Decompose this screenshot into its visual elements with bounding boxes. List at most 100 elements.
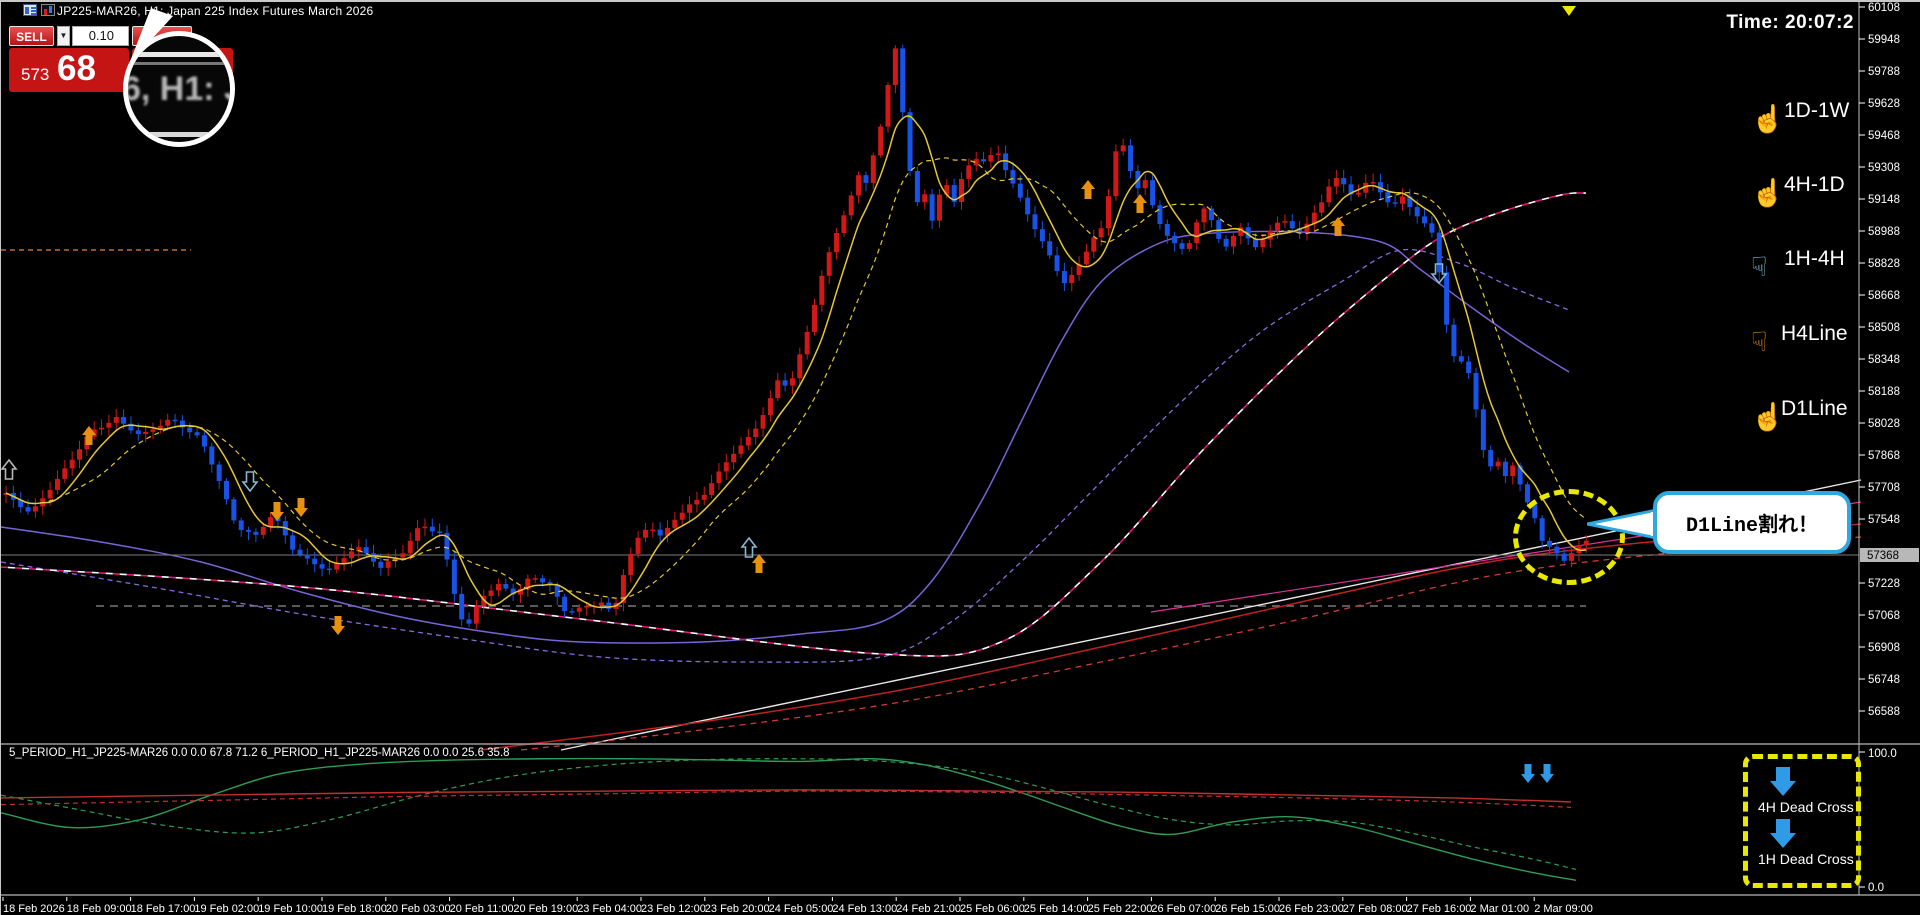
candle-body bbox=[444, 533, 450, 560]
price-tick-label: 56908 bbox=[1868, 642, 1900, 654]
price-tick-label: 59788 bbox=[1868, 66, 1900, 78]
arrow-down-marker bbox=[331, 616, 345, 635]
candle-body bbox=[459, 593, 465, 620]
candle-body bbox=[1098, 228, 1104, 238]
candle-body bbox=[642, 529, 648, 538]
candle-body bbox=[437, 531, 443, 534]
candle-body bbox=[1458, 356, 1464, 362]
sell-price-panel[interactable]: 573 68 bbox=[9, 48, 129, 92]
sell-button[interactable]: SELL bbox=[9, 26, 54, 46]
hand-up-icon: ☝ bbox=[1751, 178, 1785, 208]
candle-body bbox=[473, 606, 479, 624]
candle-body bbox=[907, 112, 913, 172]
candle-body bbox=[1061, 271, 1067, 284]
candle-body bbox=[304, 554, 310, 559]
magnifier-circle[interactable]: 6, H1: J bbox=[123, 31, 235, 147]
candle-body bbox=[1355, 192, 1361, 195]
price-tick-label: 57548 bbox=[1868, 514, 1900, 526]
candle-body bbox=[584, 605, 590, 608]
current-price-label: 57368 bbox=[1867, 550, 1899, 562]
callout-bubble[interactable]: D1Line割れ！ bbox=[1653, 491, 1851, 554]
candle-body bbox=[1524, 484, 1530, 503]
candle-body bbox=[1142, 180, 1148, 189]
price-tick-label: 56588 bbox=[1868, 706, 1900, 718]
volume-input[interactable]: 0.10 bbox=[72, 26, 129, 46]
candle-body bbox=[1267, 230, 1273, 240]
candle-body bbox=[495, 584, 501, 591]
candle-body bbox=[165, 419, 171, 426]
indicator-scale-bottom: 0.0 bbox=[1868, 882, 1884, 894]
hand-up-icon: ☝ bbox=[1751, 104, 1785, 134]
candle-body bbox=[745, 436, 751, 446]
candle-body bbox=[143, 431, 149, 435]
timeframe-label: H4Line bbox=[1781, 322, 1848, 345]
candle-body bbox=[224, 481, 229, 500]
arrow-down-marker bbox=[294, 498, 308, 517]
candle-body bbox=[231, 499, 237, 521]
candle-body bbox=[157, 425, 163, 430]
time-tick-label: 27 Feb 08:00 bbox=[1343, 903, 1408, 915]
price-tick-label: 56748 bbox=[1868, 674, 1900, 686]
candle-body bbox=[944, 185, 950, 195]
candle-body bbox=[826, 252, 832, 276]
candle-body bbox=[1319, 202, 1325, 213]
candle-body bbox=[1326, 186, 1332, 203]
candle-body bbox=[378, 561, 384, 568]
candle-body bbox=[1517, 465, 1523, 485]
candle-body bbox=[1003, 153, 1009, 171]
indicator-window-label: 5_PERIOD_H1_JP225-MAR26 0.0 0.0 67.8 71.… bbox=[9, 747, 510, 759]
candle-body bbox=[1083, 251, 1089, 265]
time-tick-label: 26 Feb 15:00 bbox=[1215, 903, 1280, 915]
candle-body bbox=[981, 159, 987, 162]
time-tick-label: 23 Feb 20:00 bbox=[705, 903, 770, 915]
hand-up-icon: ☝ bbox=[1751, 402, 1785, 432]
time-tick-label: 19 Feb 02:00 bbox=[194, 903, 259, 915]
price-axis[interactable]: 60108 59948 59788 59628 59468 59308 59148 58988… bbox=[1859, 2, 1919, 718]
time-tick-label: 19 Feb 10:00 bbox=[258, 903, 323, 915]
candle-body bbox=[547, 582, 553, 585]
arrow-up-marker bbox=[740, 536, 758, 558]
candle-body bbox=[1289, 221, 1295, 229]
candle-body bbox=[429, 526, 435, 532]
price-tick-label: 58028 bbox=[1868, 418, 1900, 430]
time-tick-label: 24 Feb 05:00 bbox=[769, 903, 834, 915]
candle-body bbox=[834, 232, 840, 253]
candle-body bbox=[326, 568, 332, 571]
candle-body bbox=[1010, 170, 1016, 184]
candle-body bbox=[481, 595, 487, 607]
triangle-down-marker bbox=[1562, 6, 1576, 16]
candle-body bbox=[665, 527, 670, 536]
candle-body bbox=[62, 468, 68, 479]
candle-body bbox=[1436, 232, 1442, 273]
price-tick-label: 57708 bbox=[1868, 482, 1900, 494]
candle-body bbox=[789, 378, 795, 386]
candle-body bbox=[209, 446, 215, 465]
highlight-circle[interactable] bbox=[1513, 489, 1625, 585]
dead-cross-box[interactable]: 4H Dead Cross 1H Dead Cross bbox=[1743, 754, 1861, 888]
arrow-up-marker bbox=[1, 458, 18, 480]
candle-body bbox=[870, 155, 876, 183]
candle-body bbox=[334, 563, 340, 570]
time-tick-label: 19 Feb 18:00 bbox=[322, 903, 387, 915]
candle-body bbox=[1076, 264, 1082, 275]
h4-line-solid bbox=[480, 523, 1862, 751]
h4-line-dashed bbox=[520, 536, 1862, 751]
candle-body bbox=[804, 332, 810, 355]
candle-body bbox=[995, 153, 1001, 156]
candle-body bbox=[620, 575, 626, 603]
candle-body bbox=[518, 589, 523, 595]
volume-dropdown-button[interactable]: ▼ bbox=[57, 26, 70, 46]
candle-body bbox=[1363, 182, 1369, 193]
candle-body bbox=[1230, 235, 1236, 247]
candle-body bbox=[1208, 208, 1214, 221]
timeframe-label: D1Line bbox=[1781, 397, 1848, 420]
candle-body bbox=[1047, 241, 1053, 256]
candle-body bbox=[929, 194, 935, 221]
candle-body bbox=[900, 48, 906, 113]
candle-body bbox=[1510, 465, 1516, 477]
candle-body bbox=[569, 611, 575, 613]
price-tick-label: 58188 bbox=[1868, 386, 1900, 398]
callout-text: D1Line割れ！ bbox=[1685, 514, 1818, 538]
